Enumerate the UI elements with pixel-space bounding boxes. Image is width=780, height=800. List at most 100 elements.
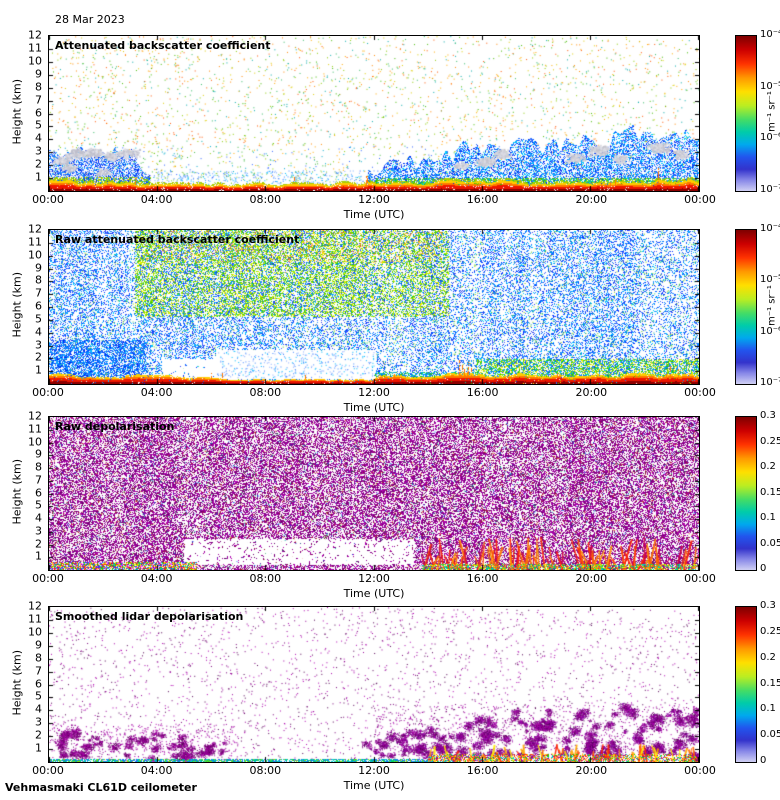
y-tick-label: 8 [35,460,42,474]
y-tick-label: 12 [28,222,42,236]
colorbar-tick-labels: 0.3 0.25 0.2 0.15 0.1 0.05 0 [760,601,780,766]
y-tick-label: 5 [35,312,42,326]
y-tick-label: 4 [35,511,42,525]
colorbar-tick-label: 0 [760,755,767,766]
y-tick-label: 11 [28,235,42,249]
colorbar [735,606,757,763]
colorbar-tick-label: 10⁻⁵ [760,274,780,286]
x-tick-label: 08:00 [249,572,282,585]
x-axis-label: Time (UTC) [343,208,405,221]
y-tick-label: 8 [35,651,42,665]
y-tick-label: 5 [35,118,42,132]
y-tick-label: 3 [35,338,42,351]
x-axis-tick-labels: 00:00 04:00 08:00 12:00 16:00 20:00 00:00 [32,386,716,399]
colorbar-tick-labels: 0.3 0.25 0.2 0.15 0.1 0.05 0 [760,411,780,574]
x-tick-label: 12:00 [358,386,390,399]
colorbar-tick-label: 10⁻⁶ [760,325,780,337]
y-tick-label: 10 [28,625,42,639]
y-tick-label: 3 [35,144,42,158]
y-tick-label: 7 [35,664,42,678]
x-axis-label: Time (UTC) [343,401,405,414]
x-tick-label: 16:00 [466,572,499,585]
instrument-label: Vehmasmaki CL61D ceilometer [5,781,197,794]
colorbar-gradient [736,417,756,570]
colorbar-tick-label: 0.1 [760,703,776,715]
colorbar-tick-label: 10⁻⁴ [760,223,780,234]
y-tick-label: 8 [35,80,42,94]
y-tick-label: 4 [35,131,42,145]
y-tick-label: 6 [35,677,42,690]
y-tick-label: 4 [35,702,42,716]
x-tick-label: 20:00 [575,572,608,585]
colorbar-gradient [736,607,756,762]
x-tick-label: 16:00 [466,764,499,777]
date-label: 28 Mar 2023 [55,13,125,26]
heatmap-canvas [49,230,699,384]
y-axis-tick-labels: 1 2 3 4 5 6 7 8 9 10 11 12 [0,411,44,569]
y-tick-label: 9 [35,261,42,274]
x-tick-label: 20:00 [575,386,608,399]
heatmap-canvas [49,36,699,191]
y-tick-label: 1 [35,741,42,755]
x-tick-label: 08:00 [249,193,282,206]
colorbar-tick-label: 0.25 [760,625,780,637]
colorbar-tick-label: 10⁻⁷ [760,184,780,195]
y-tick-label: 8 [35,273,42,287]
colorbar-tick-label: 0.2 [760,461,776,472]
x-tick-label: 04:00 [140,764,173,777]
y-tick-label: 12 [28,409,42,423]
y-tick-label: 5 [35,498,42,512]
y-tick-label: 7 [35,93,42,107]
y-tick-label: 1 [35,363,42,377]
colorbar-tick-label: 10⁻⁵ [760,80,780,92]
x-tick-label: 12:00 [358,572,390,585]
panel-raw-depolarisation: Height (km) 1 2 3 4 5 6 7 8 9 10 11 12 Raw depolari… [0,411,780,609]
y-tick-label: 2 [35,537,42,550]
colorbar-gradient [736,36,756,191]
x-tick-label: 00:00 [684,193,716,206]
y-tick-label: 10 [28,54,42,68]
y-tick-label: 1 [35,170,42,184]
y-axis-tick-labels: 1 2 3 4 5 6 7 8 9 10 11 12 [0,601,44,761]
y-tick-label: 9 [35,638,42,652]
plot-title: Attenuated backscatter coefficient [55,39,271,52]
x-tick-label: 04:00 [140,572,173,585]
plot-title: Raw attenuated backscatter coefficient [55,233,300,246]
panel-smoothed-lidar-depolarisation: Height (km) 1 2 3 4 5 6 7 8 9 10 11 12 Smoothed lid… [0,601,780,800]
y-tick-label: 6 [35,106,42,119]
x-axis-tick-labels: 00:00 04:00 08:00 12:00 16:00 20:00 00:00 [32,572,716,585]
y-tick-label: 7 [35,473,42,487]
y-tick-label: 6 [35,299,42,313]
colorbar-tick-label: 0.3 [760,410,776,421]
x-tick-label: 00:00 [684,764,716,777]
x-tick-label: 16:00 [466,193,499,206]
heatmap-plot [48,416,700,571]
colorbar-gradient [736,230,756,384]
x-tick-label: 16:00 [466,386,499,399]
colorbar-tick-label: 10⁻⁶ [760,132,780,144]
y-tick-label: 11 [28,422,42,436]
y-tick-label: 2 [35,728,42,742]
colorbar-tick-label: 0.2 [760,651,776,663]
y-tick-label: 3 [35,715,42,729]
y-axis-tick-labels: 1 2 3 4 5 6 7 8 9 10 11 12 [0,224,44,383]
x-axis-tick-labels: 00:00 04:00 08:00 12:00 16:00 20:00 00:00 [32,764,716,777]
panel-attenuated-backscatter: Height (km) 1 2 3 4 5 6 7 8 9 10 11 12 Attenuated b… [0,30,780,230]
y-tick-label: 7 [35,286,42,300]
x-tick-label: 00:00 [32,193,64,206]
colorbar-tick-label: 0.15 [760,486,780,498]
x-tick-label: 04:00 [140,386,173,399]
y-tick-label: 12 [28,28,42,42]
y-tick-label: 1 [35,549,42,563]
colorbar-tick-label: 0.25 [760,435,780,447]
x-tick-label: 08:00 [249,386,282,399]
colorbar [735,35,757,192]
y-tick-label: 3 [35,524,42,538]
x-tick-label: 20:00 [575,764,608,777]
colorbar-unit-label: m⁻¹ sr⁻¹ [766,285,778,326]
colorbar-tick-label: 0.15 [760,677,780,689]
colorbar-tick-label: 10⁻⁷ [760,377,780,388]
colorbar-tick-label: 0.05 [760,537,780,549]
x-tick-label: 00:00 [684,572,716,585]
